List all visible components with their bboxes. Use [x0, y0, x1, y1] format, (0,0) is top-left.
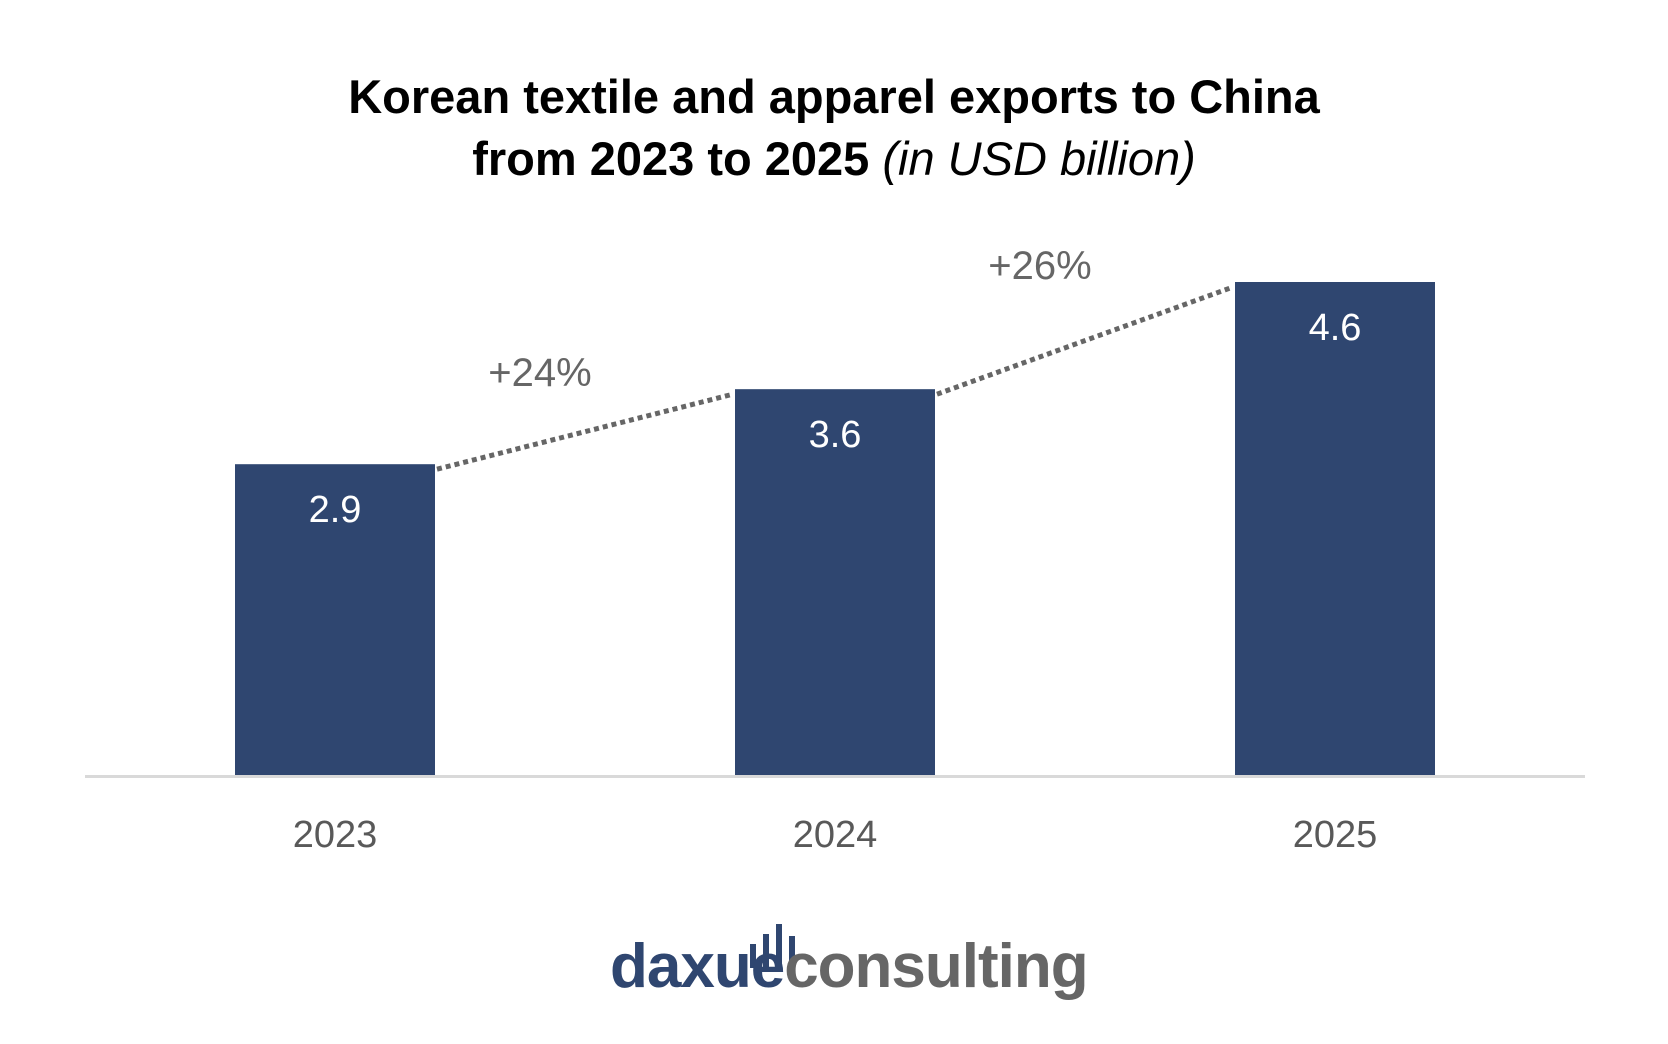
bar-2023 — [235, 464, 435, 775]
value-label-2023: 2.9 — [309, 489, 362, 531]
x-tick-labels: 2023 2024 2025 — [293, 814, 1378, 856]
growth-labels: +24% +26% — [488, 244, 1091, 395]
chart-title-years: from 2023 to 2025 — [472, 132, 870, 185]
growth-connectors — [436, 284, 1234, 472]
value-label-2024: 3.6 — [809, 414, 862, 456]
value-label-2025: 4.6 — [1309, 307, 1362, 349]
brand-logo-part-1: daxue — [610, 932, 785, 1001]
growth-label-2023-2024: +24% — [488, 351, 591, 395]
brand-logo-part-2: consulting — [784, 932, 1088, 1001]
growth-label-2024-2025: +26% — [988, 244, 1091, 288]
chart-title: Korean textile and apparel exports to Ch… — [0, 66, 1668, 190]
chart-unit-note: (in USD billion) — [882, 132, 1196, 185]
chart-title-line-1: Korean textile and apparel exports to Ch… — [348, 70, 1320, 123]
x-tick-label-2025: 2025 — [1293, 814, 1378, 856]
bars — [235, 282, 1435, 775]
growth-connector-2023-2024 — [436, 391, 734, 472]
chart-title-line-2: from 2023 to 2025 (in USD billion) — [0, 128, 1668, 190]
growth-connector-2024-2025 — [936, 284, 1234, 397]
bar-2025 — [1235, 282, 1435, 775]
bar-2024 — [735, 389, 935, 775]
x-tick-label-2024: 2024 — [793, 814, 878, 856]
brand-logo: daxueconsulting — [610, 922, 1089, 1012]
value-labels: 2.9 3.6 4.6 — [309, 307, 1362, 531]
x-tick-label-2023: 2023 — [293, 814, 378, 856]
bar-chart-logo-icon — [750, 924, 795, 968]
